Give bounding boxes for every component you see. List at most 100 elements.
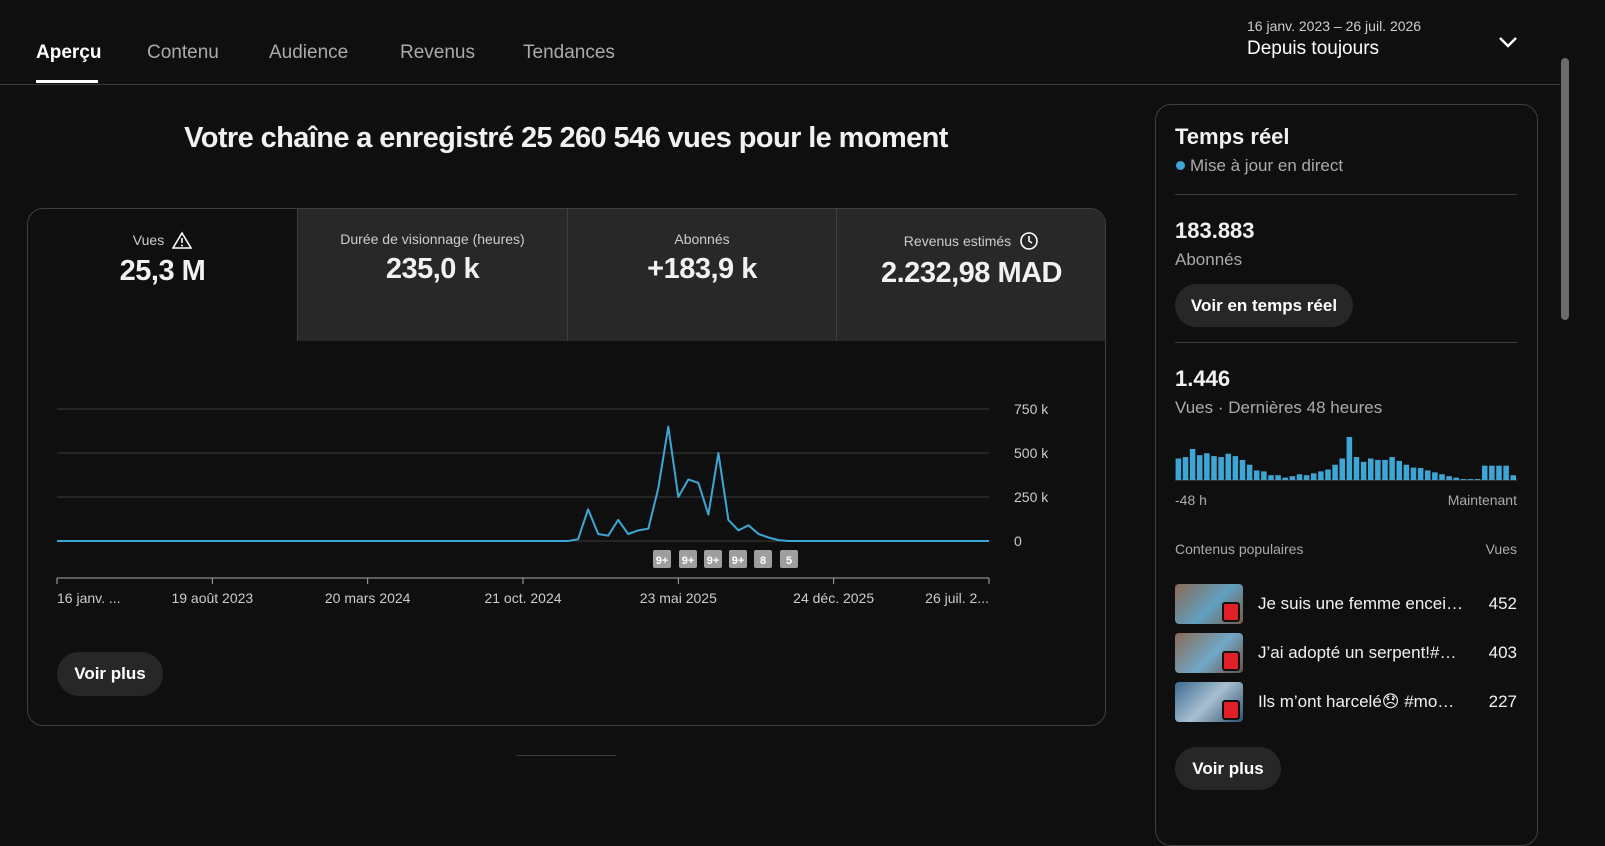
top-content-header: Contenus populaires bbox=[1175, 541, 1304, 557]
y-tick-label: 500 k bbox=[1014, 445, 1049, 461]
realtime-bar bbox=[1474, 479, 1481, 480]
metric-label: Durée de visionnage (heures) bbox=[340, 231, 525, 247]
x-tick-label: 23 mai 2025 bbox=[640, 590, 717, 606]
annotation-label: 9+ bbox=[656, 555, 669, 567]
page: Aperçu Contenu Audience Revenus Tendance… bbox=[0, 18, 1569, 846]
x-tick-label: 19 août 2023 bbox=[171, 590, 253, 606]
realtime-bar bbox=[1296, 474, 1303, 480]
realtime-bar bbox=[1432, 472, 1438, 480]
realtime-button[interactable]: Voir en temps réel bbox=[1175, 284, 1353, 327]
tab[interactable]: Aperçu bbox=[36, 42, 102, 63]
realtime-bar bbox=[1310, 473, 1317, 480]
axis-start: -48 h bbox=[1175, 492, 1207, 508]
subscribers-label: Abonnés bbox=[1175, 250, 1243, 269]
divider bbox=[1175, 342, 1517, 343]
views-label: Vues · Dernières 48 heures bbox=[1175, 398, 1383, 417]
shorts-icon bbox=[1222, 700, 1240, 720]
metric-tab[interactable]: Durée de visionnage (heures) 235,0 k bbox=[297, 209, 567, 341]
metric-label: Revenus estimés bbox=[903, 233, 1012, 249]
more-button[interactable]: Voir plus bbox=[57, 652, 163, 696]
realtime-bar bbox=[1460, 479, 1467, 480]
realtime-bar bbox=[1346, 437, 1353, 480]
realtime-bars bbox=[1175, 437, 1517, 481]
tab[interactable]: Tendances bbox=[523, 42, 615, 63]
annotation-label: 5 bbox=[786, 555, 792, 567]
annotation-marker bbox=[679, 550, 697, 568]
realtime-bar bbox=[1481, 465, 1488, 480]
metric-value: 25,3 M bbox=[119, 255, 206, 287]
realtime-bar bbox=[1424, 470, 1431, 480]
realtime-bar bbox=[1239, 459, 1246, 480]
realtime-bar bbox=[1246, 464, 1253, 480]
dropdown-icon[interactable] bbox=[1497, 31, 1519, 53]
annotation-marker bbox=[729, 550, 747, 568]
realtime-bar bbox=[1253, 470, 1260, 480]
realtime-bar bbox=[1175, 458, 1182, 480]
realtime-bar bbox=[1318, 471, 1324, 480]
realtime-bar bbox=[1204, 453, 1210, 480]
views-column: Vues bbox=[1485, 541, 1517, 557]
axis-end: Maintenant bbox=[1447, 492, 1517, 508]
content-row[interactable]: J’ai adopté un serpent!#… 403 bbox=[1175, 633, 1517, 675]
realtime-bar bbox=[1196, 455, 1203, 480]
headline: Votre chaîne a enregistré 25 260 546 vue… bbox=[184, 122, 948, 154]
realtime-bar bbox=[1232, 456, 1239, 480]
realtime-bar bbox=[1439, 474, 1445, 480]
content-row[interactable]: Ils m’ont harcelé😞 #mo… 227 bbox=[1175, 682, 1517, 724]
content-views: 227 bbox=[1488, 692, 1517, 711]
live-label: Mise à jour en direct bbox=[1190, 156, 1344, 175]
realtime-bar bbox=[1182, 457, 1189, 480]
realtime-bar bbox=[1282, 477, 1288, 480]
metric-label: Abonnés bbox=[674, 231, 730, 247]
annotation-marker bbox=[653, 550, 671, 568]
annotation-label: 9+ bbox=[707, 555, 720, 567]
realtime-bar bbox=[1503, 465, 1509, 480]
tab-indicator bbox=[36, 80, 98, 83]
live-dot bbox=[1176, 161, 1185, 170]
realtime-bar bbox=[1389, 457, 1395, 480]
realtime-bar bbox=[1353, 457, 1360, 480]
metric-tab[interactable]: Abonnés +183,9 k bbox=[567, 209, 836, 341]
clock-icon bbox=[1020, 232, 1038, 250]
scrollbar[interactable] bbox=[1561, 58, 1569, 320]
realtime-bar bbox=[1325, 469, 1331, 480]
realtime-bar bbox=[1218, 457, 1224, 480]
annotation-marker bbox=[780, 550, 798, 568]
content-title: Je suis une femme encei… bbox=[1258, 594, 1464, 613]
realtime-bar bbox=[1446, 476, 1452, 480]
metric-tab[interactable]: Vues 25,3 M bbox=[28, 209, 297, 341]
realtime-bar bbox=[1403, 464, 1410, 480]
realtime-bar bbox=[1396, 460, 1402, 480]
annotation-label: 9+ bbox=[682, 555, 695, 567]
realtime-bar bbox=[1289, 476, 1296, 480]
content-views: 452 bbox=[1488, 594, 1517, 613]
y-tick-label: 250 k bbox=[1014, 489, 1049, 505]
annotation-marker bbox=[704, 550, 722, 568]
views-line bbox=[57, 425, 989, 542]
tab[interactable]: Revenus bbox=[400, 42, 475, 63]
overview-card: Vues 25,3 M Durée de visionnage (heures)… bbox=[27, 208, 1106, 726]
realtime-bar bbox=[1189, 448, 1196, 480]
y-tick-label: 750 k bbox=[1014, 401, 1049, 417]
date-range[interactable]: 16 janv. 2023 – 26 juil. 2026 bbox=[1247, 18, 1422, 34]
more-button[interactable]: Voir plus bbox=[1175, 747, 1281, 790]
realtime-bar bbox=[1382, 459, 1388, 480]
tab[interactable]: Audience bbox=[269, 42, 349, 63]
x-tick-label: 21 oct. 2024 bbox=[484, 590, 561, 606]
x-tick-label: 20 mars 2024 bbox=[325, 590, 411, 606]
tab[interactable]: Contenu bbox=[147, 42, 219, 63]
realtime-bar bbox=[1211, 456, 1217, 480]
divider bbox=[1175, 194, 1517, 195]
realtime-bar bbox=[1261, 471, 1267, 480]
warning-icon bbox=[172, 231, 193, 249]
divider bbox=[516, 755, 616, 756]
realtime-bar bbox=[1332, 464, 1338, 480]
realtime-bar bbox=[1360, 461, 1367, 480]
content-row[interactable]: Je suis une femme encei… 452 bbox=[1175, 584, 1517, 626]
metric-label: Vues bbox=[132, 232, 165, 248]
content-title: Ils m’ont harcelé😞 #mo… bbox=[1258, 692, 1455, 711]
annotation-label: 9+ bbox=[732, 555, 745, 567]
realtime-bar bbox=[1453, 477, 1459, 480]
date-range-label[interactable]: Depuis toujours bbox=[1247, 38, 1380, 59]
metric-tab[interactable]: Revenus estimés 2.232,98 MAD bbox=[836, 209, 1105, 341]
